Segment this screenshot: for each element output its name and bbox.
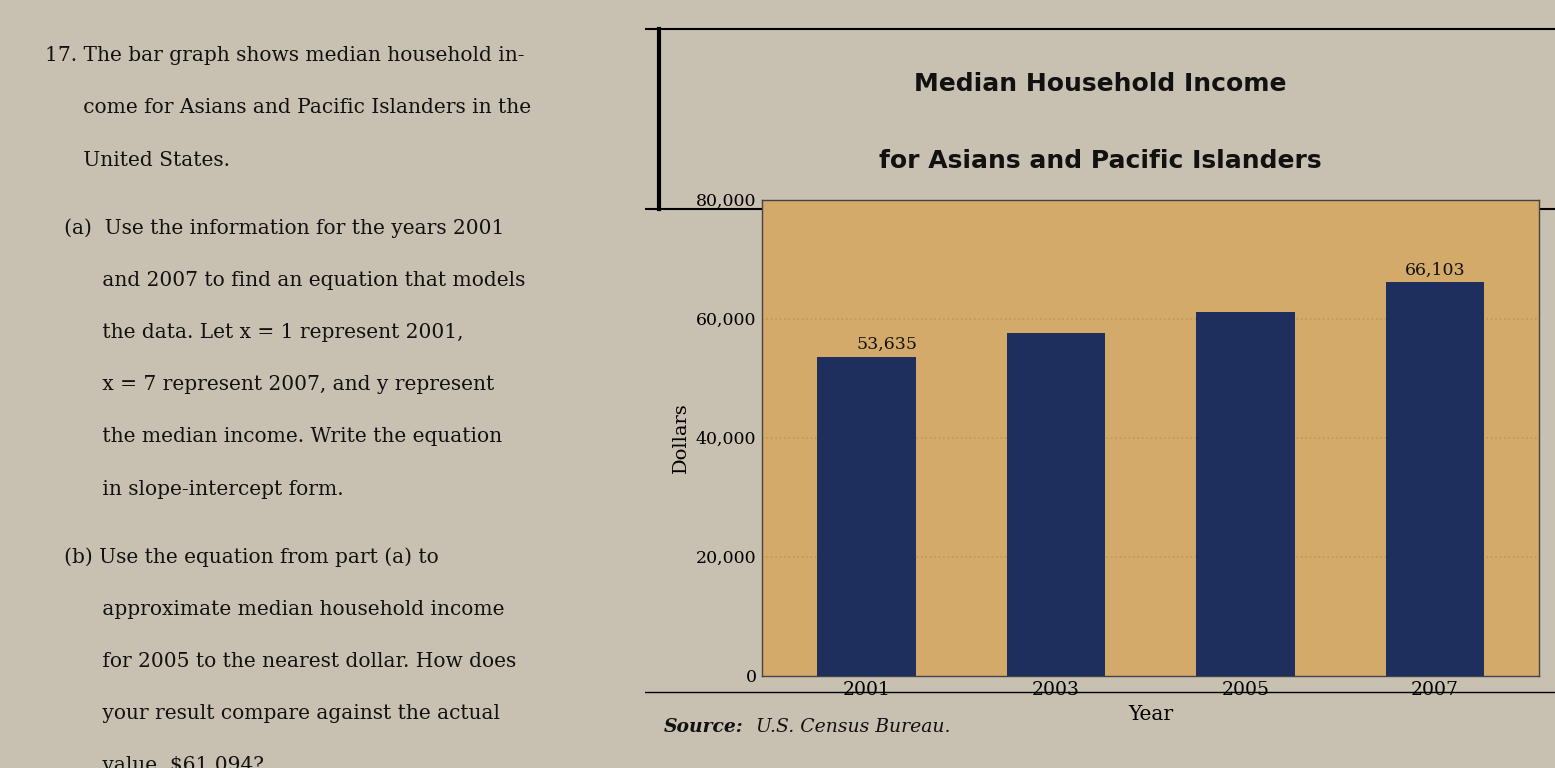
Text: 17. The bar graph shows median household in-: 17. The bar graph shows median household… (45, 46, 524, 65)
Text: your result compare against the actual: your result compare against the actual (45, 704, 501, 723)
Text: value, $61,094?: value, $61,094? (45, 756, 264, 768)
Text: and 2007 to find an equation that models: and 2007 to find an equation that models (45, 270, 526, 290)
Text: Source:: Source: (664, 717, 743, 736)
X-axis label: Year: Year (1127, 705, 1174, 724)
Text: the median income. Write the equation: the median income. Write the equation (45, 427, 502, 446)
Text: 53,635: 53,635 (857, 336, 917, 353)
Text: Median Household Income: Median Household Income (914, 72, 1286, 97)
Text: U.S. Census Bureau.: U.S. Census Bureau. (750, 717, 950, 736)
Bar (816, 356, 916, 676)
Text: 66,103: 66,103 (1404, 262, 1465, 279)
Bar (1006, 333, 1106, 676)
Y-axis label: Dollars: Dollars (672, 402, 690, 473)
Text: for Asians and Pacific Islanders: for Asians and Pacific Islanders (879, 149, 1322, 174)
Text: for 2005 to the nearest dollar. How does: for 2005 to the nearest dollar. How does (45, 652, 516, 671)
Bar (1196, 313, 1295, 676)
Text: United States.: United States. (45, 151, 230, 170)
Text: approximate median household income: approximate median household income (45, 600, 505, 619)
Text: (b) Use the equation from part (a) to: (b) Use the equation from part (a) to (45, 548, 439, 567)
Text: the data. Let x = 1 represent 2001,: the data. Let x = 1 represent 2001, (45, 323, 463, 342)
Text: come for Asians and Pacific Islanders in the: come for Asians and Pacific Islanders in… (45, 98, 532, 118)
Bar (1386, 283, 1485, 676)
Text: x = 7 represent 2007, and y represent: x = 7 represent 2007, and y represent (45, 375, 494, 394)
Text: (a)  Use the information for the years 2001: (a) Use the information for the years 20… (45, 218, 504, 238)
Text: in slope-intercept form.: in slope-intercept form. (45, 479, 344, 498)
